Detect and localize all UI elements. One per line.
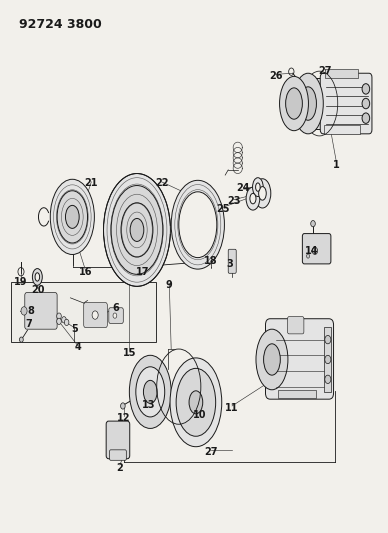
- Ellipse shape: [286, 88, 302, 119]
- Circle shape: [57, 313, 61, 319]
- Circle shape: [92, 311, 98, 319]
- FancyBboxPatch shape: [109, 450, 126, 461]
- Text: 16: 16: [79, 266, 92, 277]
- Circle shape: [57, 318, 61, 325]
- Circle shape: [325, 335, 331, 344]
- Ellipse shape: [171, 180, 224, 269]
- Ellipse shape: [176, 368, 216, 436]
- Text: 1: 1: [333, 160, 340, 169]
- Ellipse shape: [144, 381, 157, 403]
- Circle shape: [312, 247, 317, 254]
- Ellipse shape: [50, 179, 94, 254]
- Bar: [325, 69, 357, 78]
- Ellipse shape: [250, 193, 256, 204]
- Ellipse shape: [256, 183, 260, 191]
- Ellipse shape: [259, 187, 266, 200]
- Bar: [12, 282, 156, 342]
- Ellipse shape: [66, 205, 79, 228]
- Text: 10: 10: [193, 410, 206, 421]
- Text: 12: 12: [117, 413, 130, 423]
- FancyBboxPatch shape: [109, 308, 123, 324]
- Ellipse shape: [35, 273, 40, 281]
- FancyBboxPatch shape: [106, 421, 130, 459]
- Circle shape: [113, 313, 117, 318]
- Text: 20: 20: [31, 285, 45, 295]
- Circle shape: [64, 319, 69, 326]
- Text: 11: 11: [225, 402, 239, 413]
- Ellipse shape: [104, 174, 170, 286]
- FancyBboxPatch shape: [320, 73, 372, 134]
- FancyBboxPatch shape: [265, 319, 334, 399]
- FancyBboxPatch shape: [288, 317, 304, 334]
- FancyBboxPatch shape: [228, 249, 236, 273]
- Bar: [324, 327, 331, 392]
- Text: 4: 4: [74, 343, 81, 352]
- Ellipse shape: [111, 185, 163, 274]
- Ellipse shape: [256, 329, 288, 390]
- Ellipse shape: [293, 73, 323, 134]
- Ellipse shape: [253, 177, 263, 197]
- Ellipse shape: [189, 391, 203, 414]
- Ellipse shape: [279, 76, 308, 131]
- Text: 26: 26: [269, 71, 282, 81]
- FancyBboxPatch shape: [302, 233, 331, 264]
- Circle shape: [362, 98, 370, 109]
- Ellipse shape: [129, 356, 171, 429]
- Circle shape: [325, 356, 331, 364]
- Ellipse shape: [57, 191, 88, 243]
- Circle shape: [311, 221, 315, 227]
- Bar: [308, 78, 330, 128]
- Text: 6: 6: [113, 303, 120, 313]
- Text: 14: 14: [305, 246, 319, 256]
- Text: 2: 2: [116, 463, 123, 473]
- Text: 23: 23: [227, 196, 241, 206]
- Ellipse shape: [33, 269, 42, 285]
- Circle shape: [19, 337, 23, 342]
- Ellipse shape: [246, 187, 260, 210]
- Ellipse shape: [136, 367, 165, 417]
- Text: 25: 25: [216, 204, 229, 214]
- Text: 13: 13: [142, 400, 155, 410]
- Circle shape: [307, 254, 310, 258]
- Text: 9: 9: [166, 280, 173, 290]
- Circle shape: [62, 317, 66, 323]
- Ellipse shape: [130, 219, 144, 241]
- FancyBboxPatch shape: [25, 293, 57, 329]
- Circle shape: [325, 375, 331, 384]
- FancyBboxPatch shape: [84, 303, 107, 328]
- Text: 27: 27: [319, 66, 332, 76]
- Ellipse shape: [170, 358, 222, 447]
- Text: 8: 8: [27, 306, 34, 316]
- Text: 7: 7: [25, 319, 32, 329]
- Text: 27: 27: [204, 447, 218, 457]
- Circle shape: [121, 403, 125, 409]
- Ellipse shape: [300, 87, 317, 120]
- Text: 18: 18: [204, 256, 218, 266]
- Text: 92724 3800: 92724 3800: [19, 19, 102, 31]
- Circle shape: [21, 306, 27, 315]
- Text: 15: 15: [123, 348, 136, 358]
- Text: 24: 24: [237, 183, 250, 193]
- Ellipse shape: [254, 179, 271, 208]
- Circle shape: [362, 113, 370, 123]
- Bar: [278, 390, 316, 398]
- Circle shape: [362, 84, 370, 94]
- Text: 17: 17: [136, 266, 149, 277]
- Text: 5: 5: [71, 324, 78, 334]
- Bar: [324, 125, 360, 134]
- Ellipse shape: [179, 192, 217, 257]
- Text: 3: 3: [227, 259, 234, 269]
- Ellipse shape: [263, 344, 280, 375]
- Text: 22: 22: [155, 178, 168, 188]
- Text: 19: 19: [14, 277, 28, 287]
- Ellipse shape: [121, 203, 153, 257]
- Text: 21: 21: [85, 178, 98, 188]
